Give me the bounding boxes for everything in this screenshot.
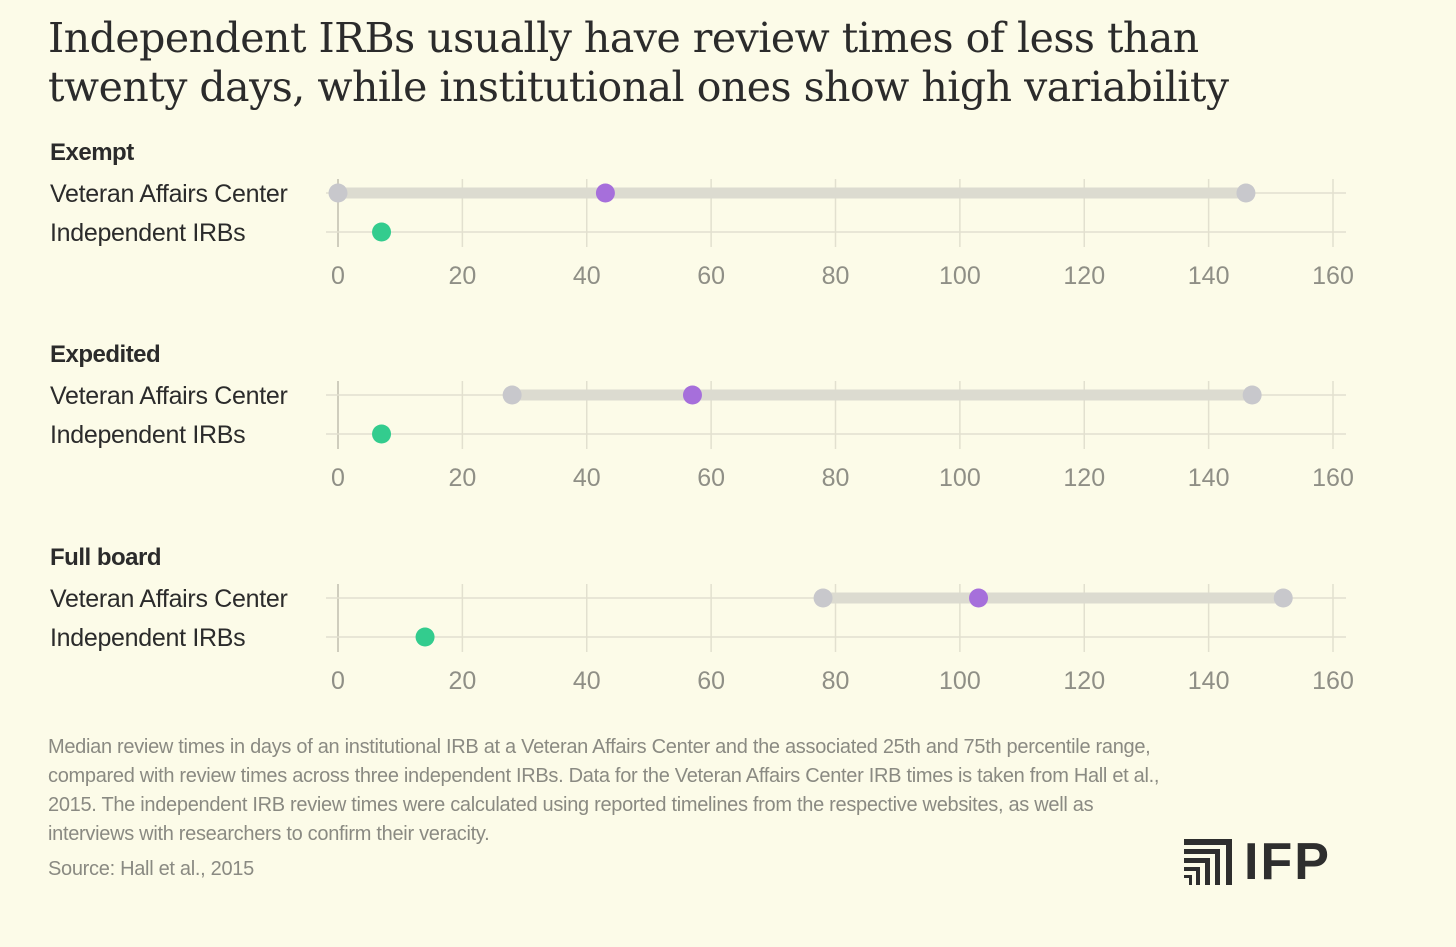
chart-source: Source: Hall et al., 2015 (48, 858, 254, 880)
row-label: Veteran Affairs Center (50, 585, 288, 613)
row-label: Independent IRBs (50, 421, 245, 449)
x-tick-label: 40 (573, 464, 601, 492)
p25-dot (328, 183, 348, 203)
p75-dot (1242, 385, 1262, 405)
panel-title-expedited: Expedited (50, 341, 160, 368)
p75-dot (1273, 588, 1293, 608)
x-tick-label: 140 (1188, 262, 1230, 290)
x-tick-label: 60 (697, 464, 725, 492)
x-tick-label: 20 (448, 464, 476, 492)
row-label: Veteran Affairs Center (50, 180, 288, 208)
p25-dot (813, 588, 833, 608)
x-tick-label: 80 (822, 464, 850, 492)
x-tick-label: 100 (939, 464, 981, 492)
x-tick-label: 20 (448, 667, 476, 695)
panel-title-full-board: Full board (50, 544, 161, 571)
median-dot (682, 385, 702, 405)
independent-dot (372, 222, 392, 242)
x-tick-label: 120 (1063, 464, 1105, 492)
x-tick-label: 120 (1063, 262, 1105, 290)
row-label: Independent IRBs (50, 219, 245, 247)
x-tick-label: 100 (939, 262, 981, 290)
x-tick-label: 80 (822, 262, 850, 290)
independent-dot (372, 424, 392, 444)
x-tick-label: 0 (331, 667, 345, 695)
ifp-logo: IFP (1184, 833, 1331, 891)
x-tick-label: 40 (573, 667, 601, 695)
ifp-stripes-icon (1184, 839, 1232, 885)
x-tick-label: 40 (573, 262, 601, 290)
x-tick-label: 0 (331, 262, 345, 290)
x-tick-label: 20 (448, 262, 476, 290)
x-tick-label: 160 (1312, 262, 1354, 290)
x-tick-label: 160 (1312, 464, 1354, 492)
row-label: Veteran Affairs Center (50, 382, 288, 410)
x-tick-label: 140 (1188, 464, 1230, 492)
median-dot (595, 183, 615, 203)
x-tick-label: 160 (1312, 667, 1354, 695)
chart-title: Independent IRBs usually have review tim… (48, 14, 1229, 111)
x-tick-label: 140 (1188, 667, 1230, 695)
chart-caption: Median review times in days of an instit… (48, 736, 1160, 845)
x-tick-label: 60 (697, 667, 725, 695)
x-tick-label: 80 (822, 667, 850, 695)
ifp-logo-text: IFP (1244, 833, 1331, 891)
x-tick-label: 60 (697, 262, 725, 290)
p25-dot (502, 385, 522, 405)
row-label: Independent IRBs (50, 624, 245, 652)
x-tick-label: 120 (1063, 667, 1105, 695)
independent-dot (415, 627, 435, 647)
x-tick-label: 0 (331, 464, 345, 492)
median-dot (969, 588, 989, 608)
p75-dot (1236, 183, 1256, 203)
x-tick-label: 100 (939, 667, 981, 695)
panel-title-exempt: Exempt (50, 139, 134, 166)
